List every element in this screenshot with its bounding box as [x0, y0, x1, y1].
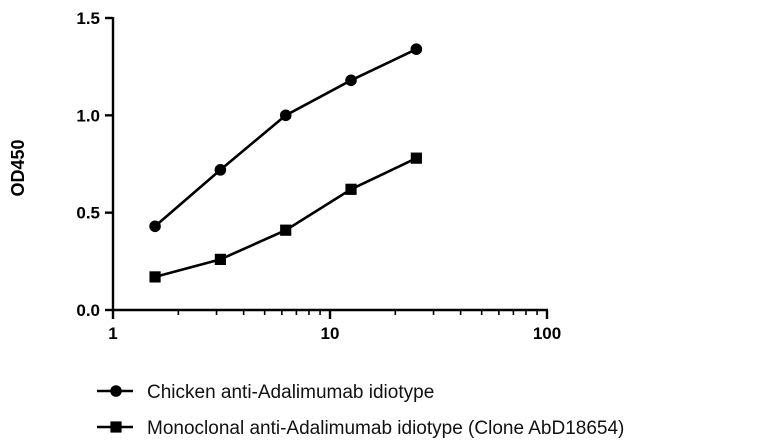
data-point: [214, 164, 227, 176]
data-point: [345, 183, 357, 195]
data-point: [410, 152, 422, 164]
legend-item-1: Chicken anti-Adalimumab idiotype: [97, 382, 434, 403]
series-2: [149, 152, 422, 283]
data-point: [279, 109, 292, 122]
series-1: [149, 43, 423, 233]
y-axis-title: OD450: [8, 139, 28, 196]
legend-marker: [110, 421, 122, 433]
y-tick-label: 1.0: [76, 106, 100, 125]
legend: Chicken anti-Adalimumab idiotype Monoclon…: [97, 382, 624, 439]
x-tick-label: 100: [533, 324, 561, 343]
legend-item-2: Monoclonal anti-Adalimumab idiotype (Clo…: [97, 418, 624, 439]
x-tick-label: 1: [108, 324, 117, 343]
data-point: [214, 253, 226, 265]
data-point: [149, 220, 161, 233]
series-layer: [149, 43, 423, 283]
legend-marker: [110, 385, 122, 397]
data-point: [345, 74, 357, 87]
y-tick-label: 0.0: [76, 301, 100, 320]
x-tick-label: 10: [321, 324, 340, 343]
axes: 0.0 0.5 1.0 1.5 1 10 100: [76, 9, 561, 343]
series-line: [154, 47, 417, 228]
y-tick-label: 0.5: [76, 204, 100, 223]
data-point: [149, 271, 161, 283]
series-line: [154, 156, 417, 279]
legend-label: Monoclonal anti-Adalimumab idiotype (Clo…: [147, 418, 624, 439]
data-point: [280, 224, 292, 236]
data-point: [410, 43, 423, 55]
legend-label: Chicken anti-Adalimumab idiotype: [147, 382, 434, 403]
y-tick-label: 1.5: [76, 9, 100, 28]
